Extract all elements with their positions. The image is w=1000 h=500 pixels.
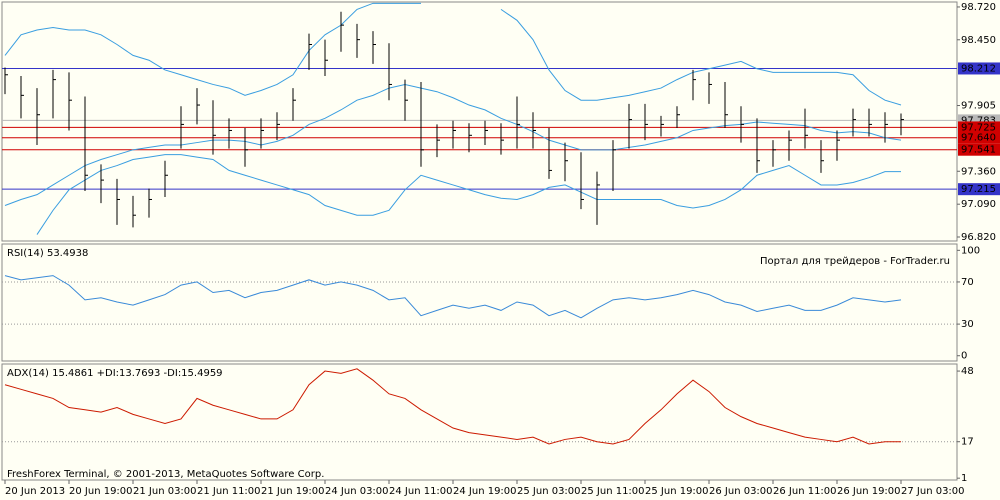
y-tick-label: 97.905 [961,101,996,112]
rsi-panel [1,243,958,362]
x-tick-label: 26 Jun 11:00 [773,486,837,497]
x-tick-label: 25 Jun 19:00 [645,486,709,497]
y-tick-label: 1 [961,473,967,484]
band-line [36,154,901,235]
x-tick-label: 24 Jun 03:00 [325,486,389,497]
x-tick-label: 21 Jun 11:00 [197,486,261,497]
level-label-box [958,121,1000,134]
x-tick-label: 21 Jun 03:00 [133,486,197,497]
x-tick-label: 20 Jun 19:00 [69,486,133,497]
y-tick-label: 100 [961,245,980,256]
level-label: 97.725 [961,122,996,133]
level-label: 97.640 [961,133,996,144]
y-tick-label: 97.090 [961,199,996,210]
x-tick-label: 26 Jun 03:00 [709,486,773,497]
level-label-box [958,143,1000,156]
level-label: 97.215 [961,184,996,195]
indicator-title: ADX(14) 15.4861 +DI:13.7693 -DI:15.4959 [7,368,223,379]
level-label-box [958,131,1000,144]
x-tick-label: 21 Jun 19:00 [261,486,325,497]
x-tick-label: 24 Jun 19:00 [453,486,517,497]
y-tick-label: 0 [961,351,967,362]
x-tick-label: 20 Jun 2013 [5,486,65,497]
level-label: 97.783 [961,115,996,126]
y-tick-label: 17 [961,437,974,448]
y-tick-label: 97.360 [961,166,996,177]
indicator-line [4,275,902,319]
indicator-line [4,368,901,445]
x-tick-label: 25 Jun 03:00 [517,486,581,497]
y-tick-label: 98.720 [961,2,996,13]
band-line [4,83,902,206]
y-tick-label: 48 [961,366,974,377]
price-panel [1,1,958,242]
level-label: 97.541 [961,145,996,156]
y-tick-label: 70 [961,277,974,288]
footer-note: FreshForex Terminal, © 2001-2013, MetaQu… [7,469,324,480]
adx-panel [1,363,958,481]
y-tick-label: 30 [961,319,974,330]
watermark: Портал для трейдеров - ForTrader.ru [760,256,950,267]
indicator-title: RSI(14) 53.4938 [7,248,88,259]
x-tick-label: 27 Jun 03:00 [901,486,965,497]
band-line [4,2,902,106]
level-label: 98.212 [961,63,996,74]
y-tick-label: 96.820 [961,232,996,243]
x-tick-label: 24 Jun 11:00 [389,486,453,497]
x-tick-label: 26 Jun 19:00 [837,486,901,497]
y-tick-label: 98.450 [961,35,996,46]
level-label-box [958,62,1000,75]
level-label-box [958,183,1000,196]
x-tick-label: 25 Jun 11:00 [581,486,645,497]
